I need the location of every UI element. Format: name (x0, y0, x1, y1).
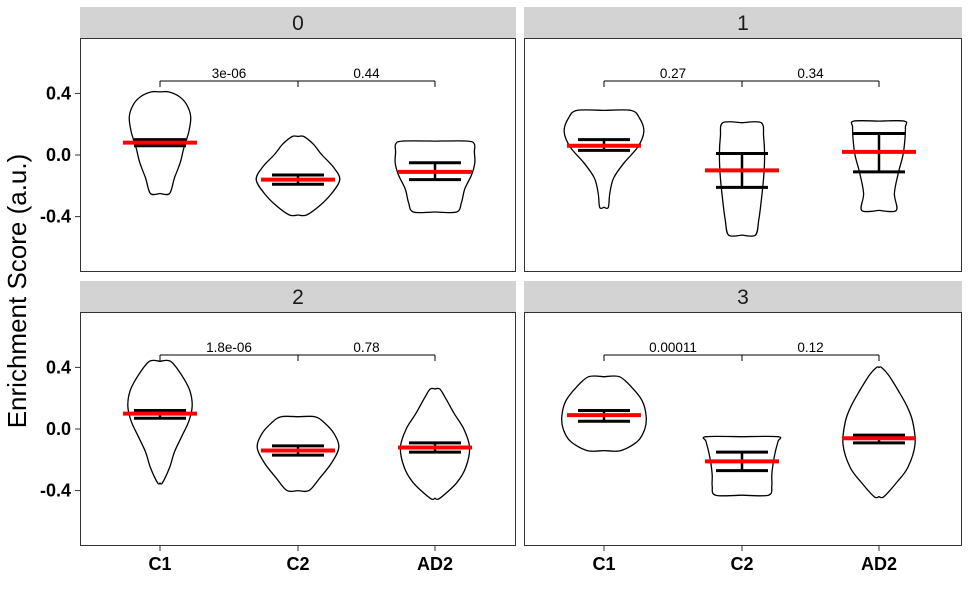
panel-border (524, 38, 962, 272)
violin-C2 (256, 415, 340, 493)
violin-C1 (563, 109, 645, 210)
p-value-label: 1.8e-06 (206, 340, 252, 355)
y-tick-label: 0.4 (46, 83, 71, 103)
violin-C1 (128, 90, 192, 196)
y-axis-title: Enrichment Score (a.u.) (2, 154, 32, 429)
panel-border (80, 38, 516, 272)
x-tick-label: AD2 (861, 554, 897, 574)
p-value-label: 0.27 (660, 66, 686, 81)
p-value-label: 3e-06 (212, 66, 247, 81)
facet-strip (524, 7, 962, 38)
x-tick-label: C2 (286, 554, 309, 574)
facet-strip-label: 3 (737, 286, 749, 309)
facet-strip-label: 2 (292, 286, 304, 309)
y-tick-label: 0.4 (46, 357, 71, 377)
violin-C2 (702, 435, 782, 497)
facet-strip-label: 0 (292, 12, 304, 35)
x-tick-label: C2 (730, 554, 753, 574)
violin-AD2 (842, 366, 916, 499)
violin-AD2 (394, 140, 476, 214)
facet-strip (80, 7, 516, 38)
p-value-label: 0.34 (797, 66, 824, 81)
y-tick-label: 0.0 (46, 145, 71, 165)
y-tick-label: 0.0 (46, 419, 71, 439)
facet-panel-1: 1 0.27 0.34 (524, 7, 962, 272)
facet-strip (524, 281, 962, 312)
facet-strip (80, 281, 516, 312)
facet-panel-0: 0 0.4 0.0 -0.4 3e-06 0.44 (40, 7, 516, 272)
p-value-label: 0.44 (353, 66, 380, 81)
p-value-label: 0.78 (353, 340, 379, 355)
y-tick-label: -0.4 (40, 481, 71, 501)
panel-border (524, 312, 962, 546)
facet-panel-2: 2 0.4 0.0 -0.4 C1 C2 AD2 1.8e-06 0.78 (40, 281, 516, 574)
facet-panel-3: 3 C1 C2 AD2 0.00011 0.12 (524, 281, 962, 574)
x-tick-label: AD2 (417, 554, 453, 574)
facet-strip-label: 1 (737, 12, 749, 35)
panel-border (80, 312, 516, 546)
facet-panels: 0 0.4 0.0 -0.4 3e-06 0.44 1 0.27 0.34 2 0.4 0.0 -0.4… (40, 7, 962, 574)
p-value-label: 0.00011 (649, 340, 697, 355)
y-tick-label: -0.4 (40, 207, 71, 227)
p-value-label: 0.12 (797, 340, 823, 355)
violin-C2 (718, 121, 766, 237)
violin-C2 (255, 135, 341, 217)
x-tick-label: C1 (592, 554, 615, 574)
violin-C1 (561, 375, 647, 452)
x-tick-label: C1 (148, 554, 171, 574)
violin-AD2 (399, 387, 471, 501)
violin-AD2 (850, 120, 908, 213)
violin-C1 (127, 359, 193, 485)
